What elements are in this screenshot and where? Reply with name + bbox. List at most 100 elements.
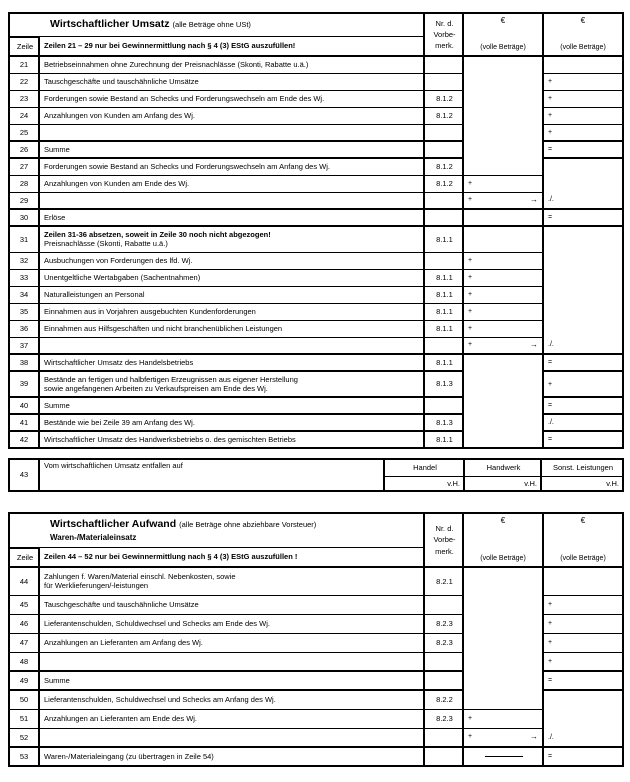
zeile-header: Zeile: [8, 546, 40, 569]
description-cell: Forderungen sowie Bestand an Schecks und…: [37, 89, 425, 108]
percent-cell[interactable]: v.H.: [463, 475, 542, 492]
zeile-cell: 45: [8, 594, 40, 615]
vorbemerk-cell: 8.1.1: [423, 268, 465, 287]
amount-cell[interactable]: =: [542, 746, 624, 767]
amount-cell[interactable]: +: [542, 594, 624, 615]
vorbemerk-cell: 8.1.2: [423, 106, 465, 125]
umsatz-table: Wirtschaftlicher Umsatz (alle Beträge ohn…: [8, 12, 625, 449]
amount-cell[interactable]: [542, 566, 624, 596]
amount-cell[interactable]: +: [462, 319, 544, 338]
equals-sign: =: [548, 677, 553, 685]
amount-cell[interactable]: + →: [462, 336, 544, 355]
table-row: 35 Einnahmen aus in Vorjahren ausgebuchte…: [8, 302, 623, 321]
description-cell: Anzahlungen von Kunden am Ende des Wj.: [37, 174, 425, 193]
column-header-sonstige: Sonst. Leistungen: [540, 458, 624, 477]
amount-cell[interactable]: +: [462, 174, 544, 193]
plus-sign: +: [468, 325, 473, 333]
amount-cell[interactable]: +: [542, 613, 624, 634]
zeile-cell: 34: [8, 285, 40, 304]
equals-sign: =: [548, 436, 553, 444]
zeile-cell: 40: [8, 396, 40, 415]
description-cell: Summe: [37, 396, 425, 415]
table-row: 42 Wirtschaftlicher Umsatz des Handwerksb…: [8, 430, 624, 449]
zeile-cell: 48: [8, 651, 40, 672]
amount-cell[interactable]: [462, 353, 544, 449]
plus-sign: +: [468, 732, 473, 740]
amount-cell[interactable]: + →: [462, 191, 544, 210]
euro-column-2-header: € (volle Beträge): [542, 12, 624, 57]
zeile-cell: 22: [8, 72, 40, 91]
description-line-2: sowie angefangenen Arbeiten zu Verkaufsp…: [44, 384, 268, 393]
table-row: 34 Naturalleistungen an Personal 8.1.1 +: [8, 285, 623, 304]
amount-cell[interactable]: +: [542, 632, 624, 653]
amount-cell[interactable]: [462, 225, 544, 253]
description-cell: Einnahmen aus in Vorjahren ausgebuchten …: [37, 302, 425, 321]
description-line-1: Bestände an fertigen und halbfertigen Er…: [44, 374, 298, 384]
euro-symbol: €: [500, 516, 506, 525]
amount-cell[interactable]: =: [542, 208, 624, 227]
amount-cell[interactable]: +: [462, 708, 544, 729]
column-header-handwerk: Handwerk: [463, 458, 542, 477]
amount-cell[interactable]: [462, 55, 544, 176]
aufwand-table: Wirtschaftlicher Aufwand (alle Beträge oh…: [8, 512, 625, 767]
vorbemerk-cell: [423, 251, 465, 270]
amount-cell[interactable]: +: [462, 251, 544, 270]
table-row: 31 Zeilen 31-36 absetzen, soweit in Zeile…: [8, 225, 624, 355]
description-cell: Waren-/Materialeingang (zu übertragen in…: [37, 746, 425, 767]
amount-cell[interactable]: =: [542, 396, 624, 415]
amount-cell[interactable]: +: [462, 268, 544, 287]
amount-cell[interactable]: [462, 566, 544, 710]
amount-cell[interactable]: +: [542, 651, 624, 672]
description-cell: Forderungen sowie Bestand an Schecks und…: [37, 157, 425, 176]
amount-cell[interactable]: [462, 208, 544, 227]
amount-cell[interactable]: +: [462, 302, 544, 321]
description-cell: Bestände wie bei Zeile 39 am Anfang des …: [37, 413, 425, 432]
amount-cell[interactable]: +: [542, 123, 624, 142]
amount-cell[interactable]: =: [542, 140, 624, 159]
amount-cell[interactable]: =: [542, 670, 624, 691]
description-line-1: Zahlungen f. Waren/Material einschl. Neb…: [44, 571, 236, 581]
amount-cell[interactable]: ./.: [542, 413, 624, 432]
amount-rule: [485, 756, 524, 758]
zeile-cell: 37: [8, 336, 40, 355]
vorbemerk-cell: 8.2.3: [423, 613, 465, 634]
euro-column-2-header: € (volle Beträge): [542, 512, 624, 568]
amount-cell[interactable]: +: [542, 370, 624, 398]
amount-cell[interactable]: +: [542, 89, 624, 108]
amount-cell[interactable]: +: [542, 72, 624, 91]
euro-symbol: €: [580, 516, 586, 525]
amount-cell[interactable]: + →: [462, 727, 544, 748]
percent-cell[interactable]: v.H.: [540, 475, 624, 492]
amount-cell[interactable]: ./.: [542, 689, 624, 748]
amount-cell[interactable]: [462, 746, 544, 767]
plus-sign: +: [468, 340, 473, 348]
vorbemerk-cell: [423, 140, 465, 159]
vorbemerk-cell: 8.2.3: [423, 708, 465, 729]
zeile-cell: 21: [8, 55, 40, 74]
vorbemerk-cell: 8.1.1: [423, 285, 465, 304]
amount-cell[interactable]: ./.: [542, 225, 624, 355]
amount-cell[interactable]: +: [462, 285, 544, 304]
percent-cell[interactable]: v.H.: [383, 475, 465, 492]
table-row: 43 Vom wirtschaftlichen Umsatz entfallen…: [8, 458, 624, 492]
zeile-cell: 25: [8, 123, 40, 142]
euro-symbol: €: [500, 16, 506, 25]
unit-label: v.H.: [606, 478, 619, 488]
plus-sign: +: [468, 291, 473, 299]
description-cell: [37, 336, 425, 355]
zeile-cell: 29: [8, 191, 40, 210]
amount-cell[interactable]: +: [542, 106, 624, 125]
amount-cell[interactable]: =: [542, 430, 624, 449]
amount-cell[interactable]: ./.: [542, 157, 624, 210]
zeile-cell: 32: [8, 251, 40, 270]
description-cell: Ausbuchungen von Forderungen des lfd. Wj…: [37, 251, 425, 270]
vorbemerk-cell: 8.1.3: [423, 413, 465, 432]
plus-sign: +: [548, 657, 553, 665]
amount-cell[interactable]: =: [542, 353, 624, 372]
description-cell: [37, 123, 425, 142]
plus-sign: +: [468, 195, 473, 203]
amount-cell[interactable]: [542, 55, 624, 74]
description-cell: Zeilen 31-36 absetzen, soweit in Zeile 3…: [37, 225, 425, 253]
table-row: 21 Betriebseinnahmen ohne Zurechnung der …: [8, 55, 624, 176]
vorbemerk-header: Nr. d. Vorbe- merk.: [423, 512, 465, 568]
